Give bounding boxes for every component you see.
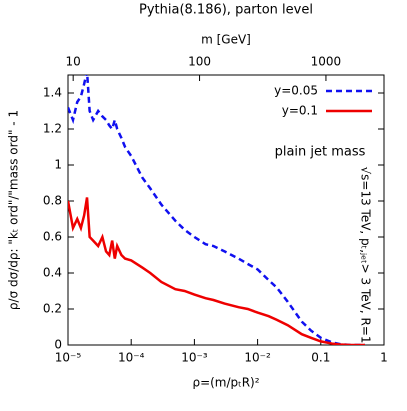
y-tick-label: 1 [54, 158, 62, 172]
x-tick-label: 10⁻² [244, 351, 271, 365]
x-tick-label: 10⁻³ [181, 351, 208, 365]
y-tick-label: 1.4 [43, 86, 62, 100]
y-tick-label: 0.4 [43, 266, 62, 280]
plot-frame [67, 74, 385, 346]
y-tick-label: 0.6 [43, 230, 62, 244]
annotation: √s=13 TeV, pₜ,ⱼₑₜ> 3 TeV, R=1 [359, 166, 373, 343]
y-tick-label: 0 [54, 338, 62, 352]
series-line [68, 197, 365, 345]
x2-axis-label: m [GeV] [201, 33, 251, 47]
x-tick-label: 10⁻⁴ [118, 351, 145, 365]
y-tick-label: 0.2 [43, 302, 62, 316]
annotation: plain jet mass [275, 145, 366, 160]
x2-tick-label: 1000 [311, 55, 342, 69]
x-tick-label: 0.1 [311, 351, 330, 365]
y-axis-label: ρ/σ dσ/dρ: "kₜ ord"/"mass ord" - 1 [7, 110, 21, 310]
y-tick-label: 1.2 [43, 122, 62, 136]
y-tick-label: 0.8 [43, 194, 62, 208]
x2-tick-label: 100 [188, 55, 211, 69]
series-line [68, 75, 365, 345]
x2-tick-label: 10 [66, 55, 81, 69]
chart-title: Pythia(8.186), parton level [139, 3, 313, 18]
x-tick-label: 1 [380, 351, 388, 365]
x-axis-label: ρ=(m/pₜR)² [192, 376, 259, 390]
x-tick-label: 10⁻⁵ [55, 351, 82, 365]
legend-label: y=0.1 [282, 104, 318, 118]
legend-label: y=0.05 [274, 84, 318, 98]
